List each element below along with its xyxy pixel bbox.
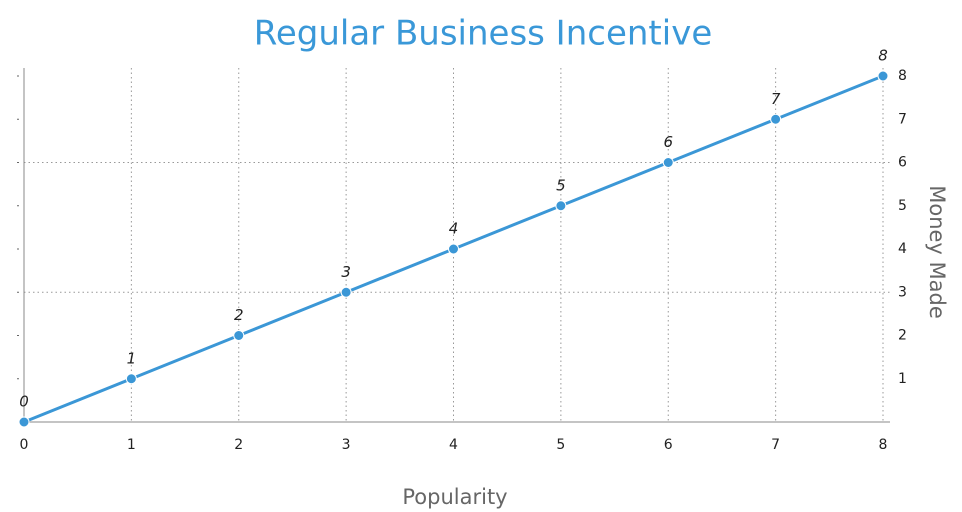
point: [555, 200, 567, 212]
x-tick-label: 4: [449, 437, 458, 453]
point: [125, 373, 137, 385]
x-tick-label: 5: [556, 437, 565, 453]
data-label: 8: [878, 47, 888, 65]
point: [233, 330, 245, 341]
data-label: 5: [556, 176, 566, 194]
chart-title: Regular Business Incentive: [254, 14, 713, 54]
y-axis-label: Money Made: [925, 185, 949, 319]
x-axis-label: Popularity: [402, 485, 507, 509]
x-tick-label: 7: [771, 437, 780, 453]
y-tick-label: 5: [898, 198, 907, 214]
point: [662, 157, 674, 168]
x-tick-label: 1: [127, 437, 136, 453]
point: [770, 113, 782, 125]
y-tick-label: 6: [898, 155, 907, 171]
data-label: 6: [663, 133, 673, 151]
data-label: 2: [234, 306, 244, 324]
x-tick-label: 3: [342, 437, 351, 453]
data-label: 7: [771, 90, 781, 108]
point: [448, 243, 459, 255]
data-label: 1: [127, 349, 137, 367]
x-tick-label: 2: [234, 437, 243, 453]
y-tick-label: 1: [898, 371, 907, 387]
y-tick-label: 8: [898, 68, 907, 84]
y-tick-label: 4: [898, 241, 907, 257]
point: [877, 70, 889, 82]
data-label: 0: [19, 393, 29, 411]
data-label: 4: [449, 220, 459, 238]
y-tick-label: 3: [898, 284, 907, 300]
x-tick-label: 8: [879, 437, 888, 453]
point: [18, 416, 30, 428]
y-tick-label: 7: [898, 111, 907, 127]
y-tick-label: 2: [898, 328, 907, 344]
x-tick-label: 6: [664, 437, 673, 453]
point: [340, 286, 352, 298]
x-tick-label: 0: [20, 437, 29, 453]
data-label: 3: [341, 263, 351, 281]
